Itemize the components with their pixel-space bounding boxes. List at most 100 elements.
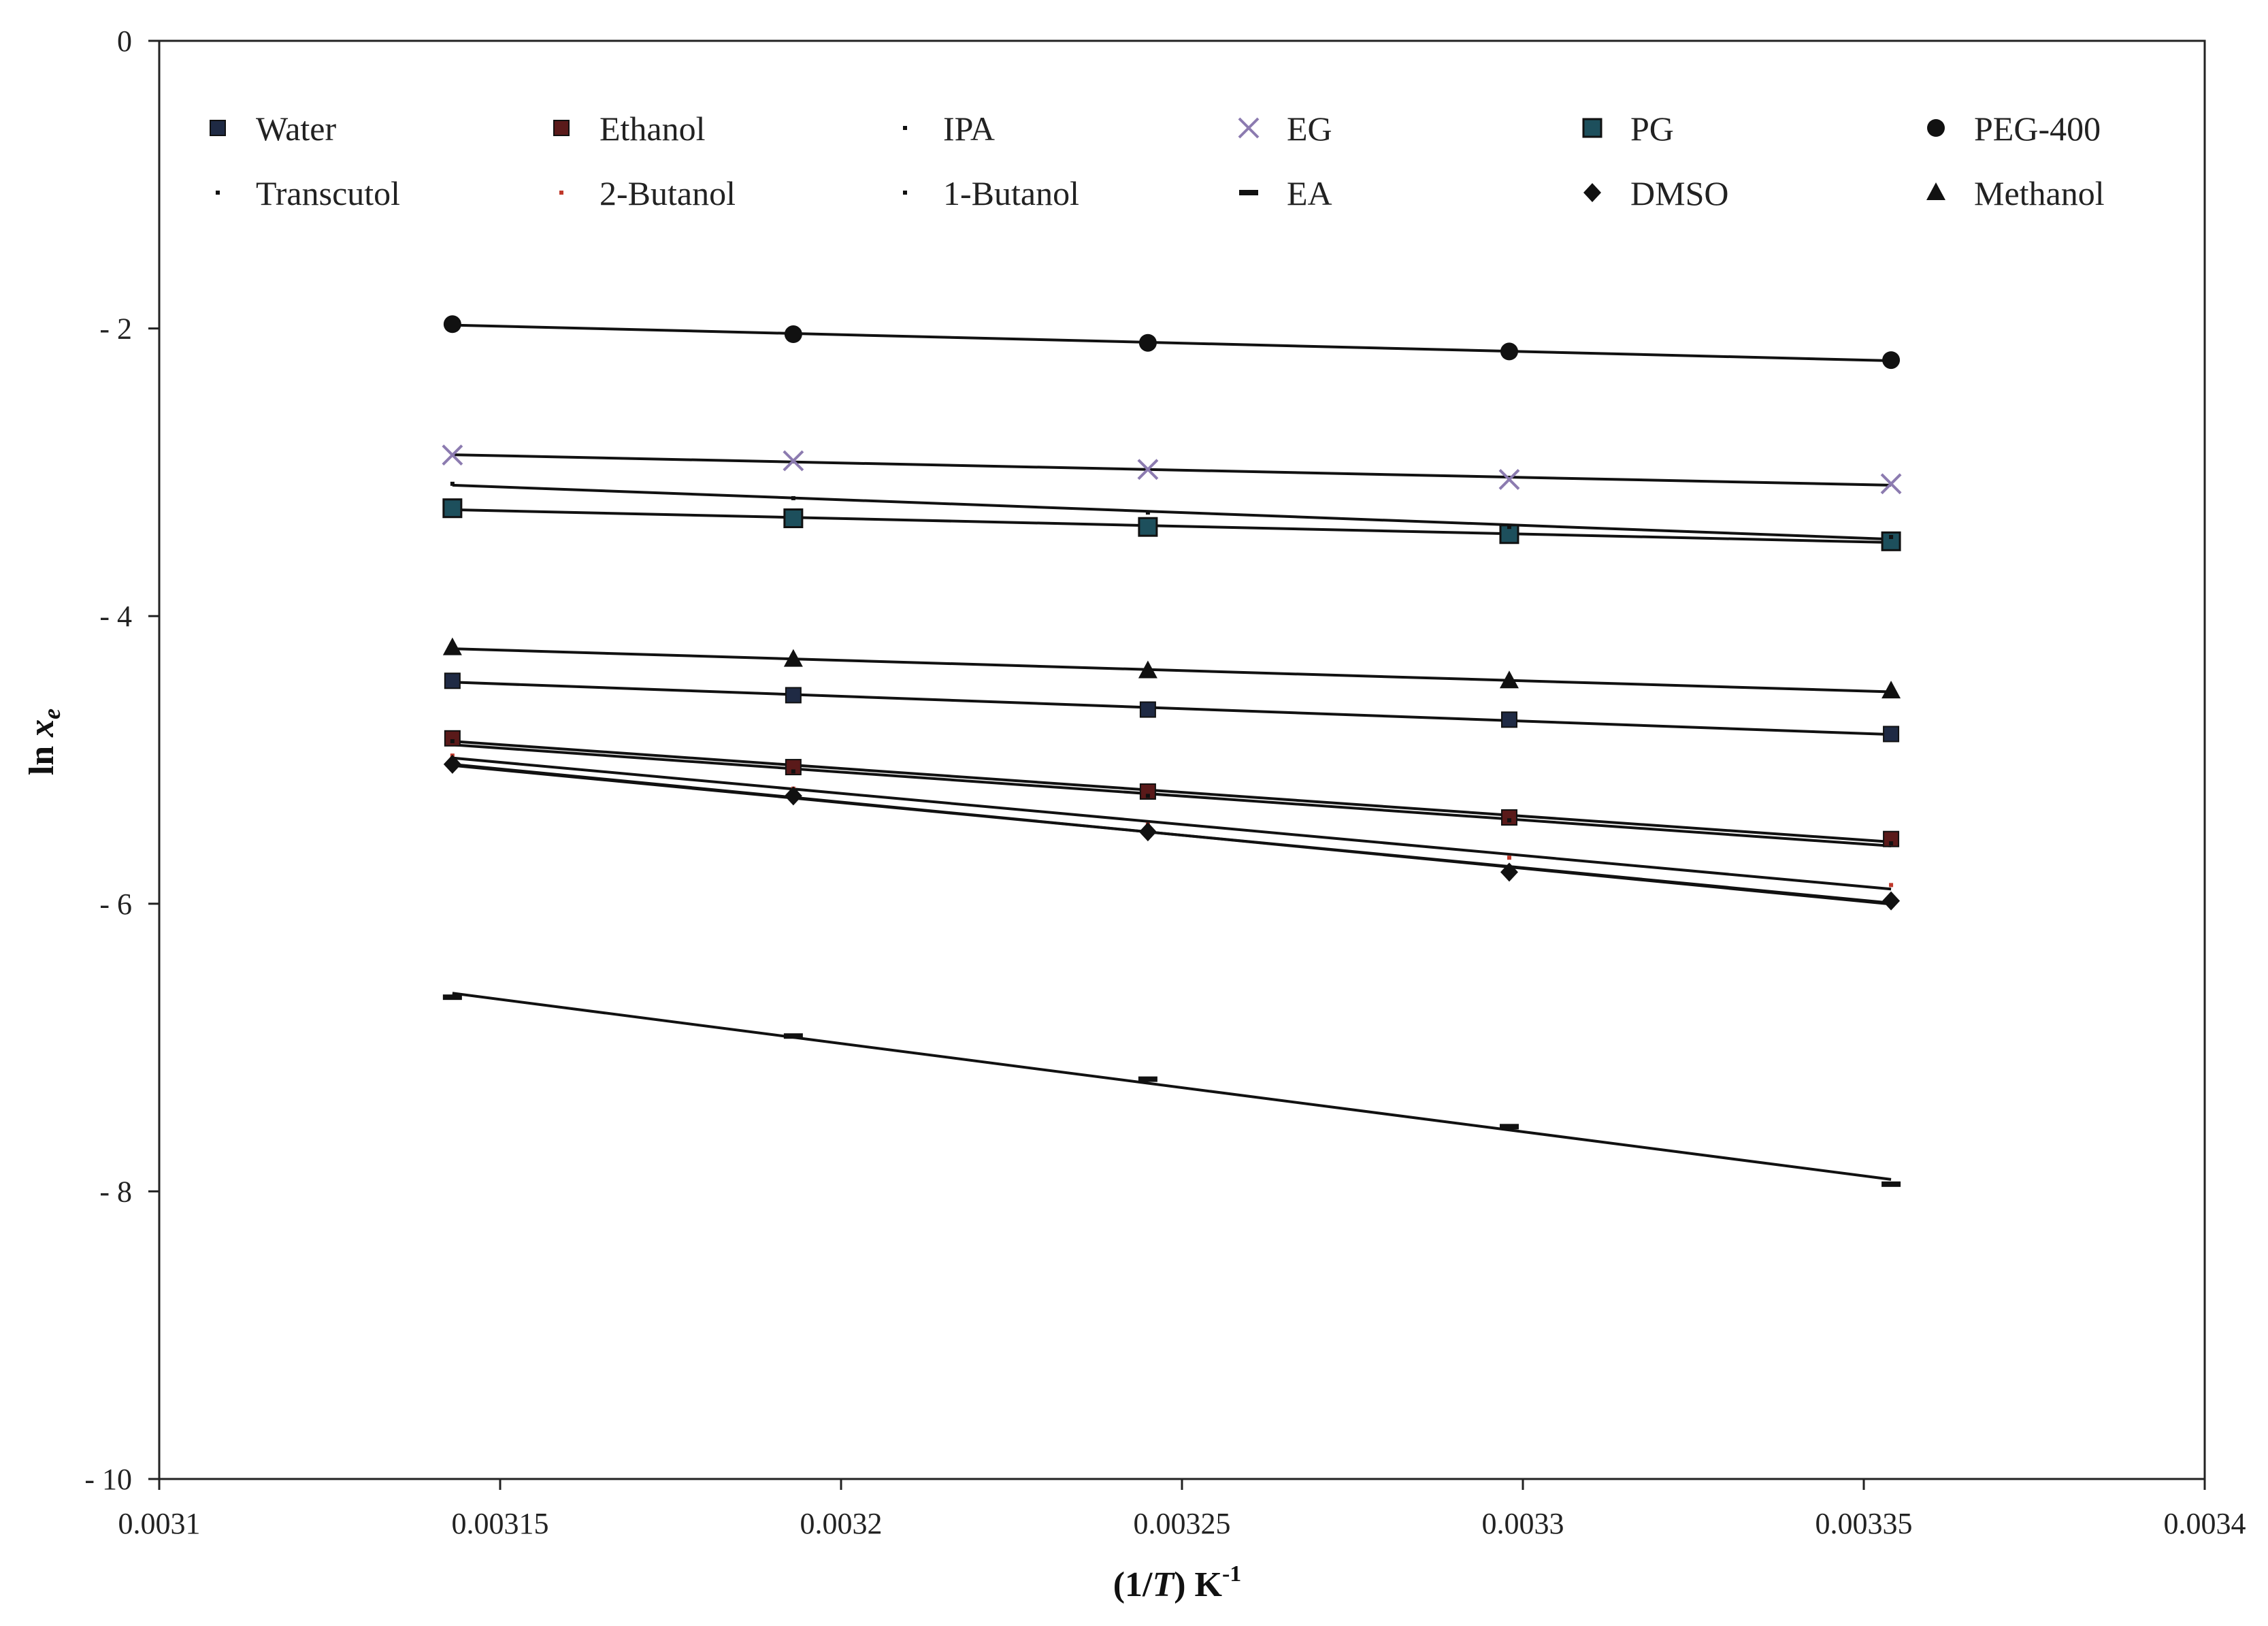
legend-item-eg: EG (1238, 110, 1332, 148)
point-ea (442, 994, 462, 1001)
x-stroke (1238, 117, 1260, 139)
legend-label-water: Water (256, 110, 336, 148)
x-stroke (1880, 473, 1902, 495)
x-stroke (783, 450, 804, 472)
point-ethanol (1139, 783, 1156, 800)
y-tick-label: - 2 (99, 312, 132, 346)
legend-item-2-butanol: 2-Butanol (559, 174, 736, 212)
x-tick-label: 0.00315 (452, 1507, 549, 1540)
point-water (785, 687, 802, 704)
x-stroke (442, 444, 463, 466)
point-ipa (791, 769, 795, 774)
legend-label-ethanol: Ethanol (599, 110, 706, 148)
point-pg (442, 498, 463, 519)
point-transcutol (450, 481, 455, 486)
legend-marker-dmso (1583, 183, 1601, 202)
legend-label-methanol: Methanol (1974, 174, 2105, 212)
point-eg (442, 444, 463, 466)
legend-item-ipa: IPA (903, 110, 995, 148)
legend-label-dmso: DMSO (1630, 174, 1728, 212)
legend-label-ea: EA (1287, 174, 1332, 212)
trendline-peg-400 (452, 323, 1892, 362)
point-methanol (1881, 681, 1901, 699)
point-peg-400 (1138, 334, 1157, 352)
point-water (1883, 726, 1900, 743)
x-axis-title: (1/T) K-1 (1113, 1561, 1242, 1604)
legend-marker-pg (1582, 118, 1603, 138)
x-tick-label: 0.0033 (1482, 1507, 1564, 1540)
point-ea (1138, 1076, 1157, 1082)
legend-item-water: Water (210, 110, 336, 148)
y-tick-label: - 10 (84, 1463, 132, 1496)
point-transcutol (1507, 525, 1511, 530)
point-ipa (450, 739, 455, 744)
legend-marker-methanol (1926, 182, 1945, 200)
y-tick-label: 0 (117, 25, 132, 58)
legend-label-2-butanol: 2-Butanol (599, 174, 736, 212)
point-ethanol (785, 759, 802, 776)
trendline-eg (452, 453, 1892, 487)
trendline-pg (452, 508, 1892, 544)
point-ethanol (1500, 809, 1517, 826)
point-eg (1880, 473, 1902, 495)
legend-marker-1-butanol (903, 191, 907, 195)
y-tick-label: - 4 (99, 600, 132, 633)
legend-item-ethanol: Ethanol (553, 110, 706, 148)
point-peg-400 (443, 315, 461, 334)
legend-marker-ipa (903, 126, 907, 130)
point-eg (1498, 469, 1520, 490)
point-ea (1499, 1124, 1519, 1130)
y-title-sub: e (38, 709, 65, 719)
x-tick-label: 0.00335 (1815, 1507, 1913, 1540)
x-stroke (1137, 459, 1159, 481)
legend-marker-peg-400 (1927, 119, 1945, 137)
point-ethanol (444, 730, 461, 747)
point-pg (783, 508, 804, 529)
x-title-var: T (1152, 1565, 1175, 1604)
point-ea (1881, 1181, 1901, 1187)
legend-label-pg: PG (1630, 110, 1674, 148)
legend-marker-2-butanol (559, 191, 563, 195)
point-2-butanol (1889, 883, 1894, 888)
legend-item-transcutol: Transcutol (216, 174, 400, 212)
point-dmso (1500, 862, 1518, 882)
y-tick-label: - 6 (99, 888, 132, 921)
legend-marker-ea (1239, 190, 1258, 195)
point-methanol (442, 637, 462, 655)
legend-item-dmso: DMSO (1583, 174, 1728, 212)
point-peg-400 (1882, 351, 1901, 370)
point-dmso (443, 754, 461, 774)
point-water (1500, 711, 1517, 728)
x-tick-label: 0.0034 (2164, 1507, 2246, 1540)
x-tick-label: 0.0031 (118, 1507, 201, 1540)
point-ipa (1889, 841, 1894, 846)
legend-item-pg: PG (1582, 110, 1674, 148)
point-methanol (1138, 660, 1157, 679)
trendline-transcutol (452, 483, 1892, 541)
point-2-butanol (1507, 856, 1511, 860)
trendline-dmso (452, 762, 1892, 906)
trendline-2-butanol (452, 756, 1892, 891)
point-transcutol (791, 495, 795, 500)
y-axis-title: ln xe (22, 709, 65, 775)
x-title-sup: -1 (1222, 1561, 1241, 1587)
x-tick-label: 0.0032 (800, 1507, 883, 1540)
legend-label-transcutol: Transcutol (256, 174, 400, 212)
trendline-methanol (452, 647, 1892, 694)
legend-label-1-butanol: 1-Butanol (943, 174, 1079, 212)
point-methanol (1499, 670, 1519, 689)
legend-item-1-butanol: 1-Butanol (903, 174, 1079, 212)
y-title-main: ln (22, 737, 61, 775)
point-ipa (1145, 794, 1150, 798)
x-tick-label: 0.00325 (1134, 1507, 1231, 1540)
legend-item-ea: EA (1239, 174, 1332, 212)
point-ipa (1507, 818, 1511, 823)
trendline-ipa (452, 743, 1892, 847)
point-water (444, 672, 461, 689)
point-ea (783, 1033, 803, 1039)
legend-marker-transcutol (216, 191, 220, 195)
legend-item-methanol: Methanol (1926, 174, 2105, 212)
point-transcutol (1889, 534, 1894, 539)
legend-marker-eg (1238, 117, 1260, 139)
